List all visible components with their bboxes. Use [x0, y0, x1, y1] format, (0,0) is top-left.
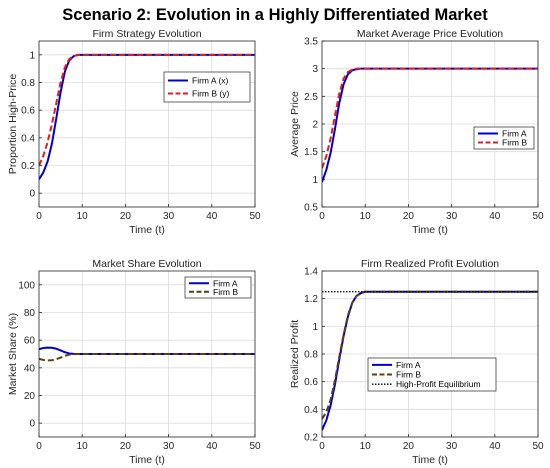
panel-1-xtick-label: 20	[120, 211, 132, 222]
panel-3-ytick-label: 100	[18, 280, 35, 291]
panel-1-xtick-label: 30	[163, 211, 175, 222]
panel-2-ytick-label: 2	[312, 120, 318, 131]
panel-3-legend-label-1: Firm A	[213, 278, 238, 288]
panel-2-legend-label-1: Firm A	[502, 129, 527, 139]
panel-1-xlabel: Time (t)	[129, 224, 165, 236]
panel-4-ytick-label: 1.2	[304, 294, 318, 305]
panel-1-legend-label-2: Firm B (y)	[192, 89, 229, 99]
panel-1-ytick-label: 0.2	[21, 161, 35, 172]
panel-1-xtick-label: 50	[249, 211, 261, 222]
panel-4-legend-label-1: Firm A	[396, 360, 421, 370]
panel-2-ytick-label: 3	[312, 64, 318, 75]
panel-3-ytick-label: 0	[29, 419, 35, 430]
panel-1-legend-label-1: Firm A (x)	[192, 76, 229, 86]
panel-2-ylabel: Average Price	[289, 91, 301, 157]
panel-1-series-2-line	[39, 53, 255, 166]
panel-4-title: Firm Realized Profit Evolution	[361, 258, 499, 270]
panel-3-ylabel: Market Share (%)	[7, 313, 19, 395]
panel-2-xtick-label: 30	[446, 211, 458, 222]
panel-3-xtick-label: 10	[77, 441, 89, 452]
panel-4-ytick-label: 0.4	[304, 405, 318, 416]
panel-4-ytick-label: 1.4	[304, 267, 318, 278]
panel-2-ytick-label: 2.5	[304, 92, 318, 103]
panel-1-ytick-label: 0	[29, 189, 35, 200]
panel-2-xlabel: Time (t)	[412, 224, 448, 236]
panel-4-legend-label-3: High-Profit Equilibrium	[396, 379, 481, 389]
panel-4-series-2-line	[322, 290, 538, 420]
panel-2-ytick-label: 3.5	[304, 37, 318, 48]
panel-3-ytick-label: 40	[24, 363, 36, 374]
panel-1-ytick-label: 1	[29, 50, 35, 61]
panel-2-xtick-label: 50	[532, 211, 544, 222]
panel-2-ytick-label: 0.5	[304, 203, 318, 214]
panel-1-ytick-label: 0.6	[21, 106, 35, 117]
panel-3-legend-label-2: Firm B	[213, 287, 238, 297]
panel-2-xtick-label: 20	[403, 211, 415, 222]
panel-4-ylabel: Realized Profit	[289, 320, 301, 388]
panel-4-xtick-label: 30	[446, 441, 458, 452]
panel-1-plot-area	[39, 41, 255, 207]
panel-2: 0 10 20 30 40 50 0.5 1 1.5 2 2.5 3 3.5 Market Average…	[289, 28, 544, 236]
panel-3-ytick-label: 20	[24, 391, 36, 402]
panel-2-ytick-label: 1	[312, 175, 318, 186]
panel-1-legend: Firm A (x) Firm B (y)	[163, 71, 251, 103]
panel-1: 0 10 20 30 40 50 0 0.2 0.4 0.6 0.8 1 Firm Strategy E…	[7, 28, 261, 236]
panel-3-xtick-label: 40	[206, 441, 218, 452]
panel-1-title: Firm Strategy Evolution	[92, 28, 201, 40]
panel-3-xtick-label: 30	[163, 441, 175, 452]
panel-1-legend-box	[163, 71, 251, 103]
panel-1-xtick-label: 40	[206, 211, 218, 222]
panel-4: 0 10 20 30 40 50 0.2 0.4 0.6 0.8 1 1.2 1.4 Firm Reali…	[289, 258, 544, 466]
panel-4-ytick-label: 1	[312, 322, 318, 333]
panel-3-xlabel: Time (t)	[129, 454, 165, 466]
panel-2-xtick-label: 40	[489, 211, 501, 222]
panel-4-xtick-label: 20	[403, 441, 415, 452]
panel-1-axes-box	[38, 40, 256, 208]
panel-2-legend-label-2: Firm B	[502, 138, 527, 148]
panel-4-xtick-label: 10	[360, 441, 372, 452]
panel-3-series-2-line	[39, 353, 255, 362]
panel-3-axes-box	[38, 270, 256, 438]
panel-4-ytick-label: 0.6	[304, 377, 318, 388]
panel-3-title: Market Share Evolution	[92, 258, 201, 270]
panel-4-legend-label-2: Firm B	[396, 370, 421, 380]
panel-2-xtick-label: 0	[319, 211, 325, 222]
panel-1-xtick-label: 0	[36, 211, 42, 222]
panel-1-ytick-label: 0.8	[21, 78, 35, 89]
panel-2-title: Market Average Price Evolution	[357, 28, 503, 40]
panel-2-series-2-line	[322, 67, 538, 169]
panel-2-ytick-label: 1.5	[304, 147, 318, 158]
panel-2-xtick-label: 10	[360, 211, 372, 222]
panel-4-xlabel: Time (t)	[412, 454, 448, 466]
panel-4-ytick-label: 0.8	[304, 350, 318, 361]
panel-1-ytick-label: 0.4	[21, 133, 35, 144]
panel-3-ytick-label: 60	[24, 336, 36, 347]
panel-4-ytick-label: 0.2	[304, 433, 318, 444]
panel-3-xtick-label: 20	[120, 441, 132, 452]
panel-3-xtick-label: 0	[36, 441, 42, 452]
panel-1-ylabel: Proportion High-Price	[7, 74, 19, 175]
panel-4-xtick-label: 0	[319, 441, 325, 452]
panel-4-xtick-label: 50	[532, 441, 544, 452]
panel-3: 0 10 20 30 40 50 0 20 40 60 80 100 Market Share Evol…	[7, 258, 261, 466]
panel-3-ytick-label: 80	[24, 308, 36, 319]
panel-4-xtick-label: 40	[489, 441, 501, 452]
figure-title: Scenario 2: Evolution in a Highly Differ…	[62, 6, 488, 24]
panel-1-xtick-label: 10	[77, 211, 89, 222]
panel-3-xtick-label: 50	[249, 441, 261, 452]
